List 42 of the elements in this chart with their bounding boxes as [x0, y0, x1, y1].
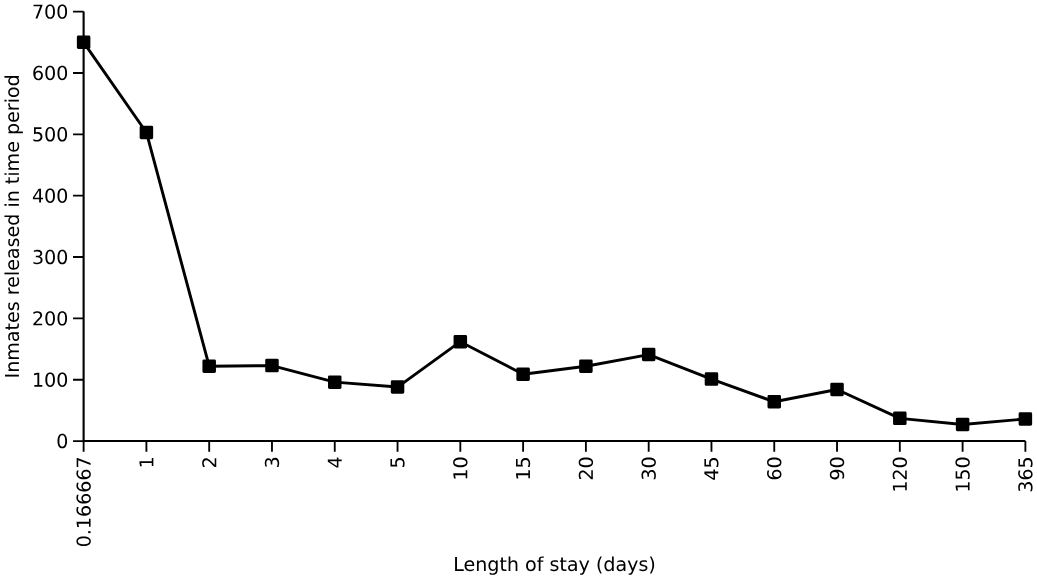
point — [830, 382, 844, 397]
point — [1018, 412, 1033, 426]
x-tick-label: 30 — [641, 457, 656, 480]
point — [516, 367, 530, 381]
point — [76, 35, 91, 49]
x-tick-label: 2 — [202, 458, 217, 467]
x-tick-label: 365 — [1018, 457, 1033, 492]
x-tick-label: 5 — [390, 457, 405, 467]
x-tick-label: 15 — [516, 457, 531, 479]
x-tick-label: 90 — [829, 457, 845, 480]
y-axis-title: Inmates released in time period — [4, 75, 23, 377]
x-tick-label: 60 — [767, 457, 782, 480]
y-tick-label: 0 — [57, 433, 68, 449]
x-tick-label: 0.166667 — [76, 457, 91, 546]
point — [893, 411, 907, 425]
point — [139, 125, 154, 140]
x-tick-label: 1 — [139, 457, 154, 467]
point — [328, 375, 342, 389]
x-tick-label: 10 — [453, 457, 468, 479]
y-tick-label: 200 — [33, 311, 68, 326]
x-tick-label: 4 — [327, 457, 342, 468]
point — [453, 334, 468, 349]
x-axis-title: Length of stay (days) — [455, 556, 655, 575]
y-tick-label: 500 — [33, 126, 68, 142]
y-tick-label: 700 — [33, 4, 68, 19]
y-tick-label: 400 — [32, 188, 68, 203]
x-tick-label: 120 — [892, 457, 908, 491]
x-tick-label: 20 — [578, 457, 594, 480]
x-tick-label: 45 — [704, 457, 719, 480]
y-tick-label: 300 — [33, 249, 68, 265]
point — [704, 372, 719, 386]
point — [265, 358, 279, 373]
x-tick-label: 3 — [264, 457, 280, 467]
point — [202, 359, 216, 373]
x-tick-label: 150 — [955, 457, 970, 491]
y-tick-label: 600 — [33, 65, 68, 81]
point — [767, 394, 781, 409]
point — [641, 347, 656, 362]
point — [579, 359, 593, 373]
y-tick-label: 100 — [34, 372, 68, 387]
point — [955, 417, 970, 432]
point — [390, 380, 405, 394]
